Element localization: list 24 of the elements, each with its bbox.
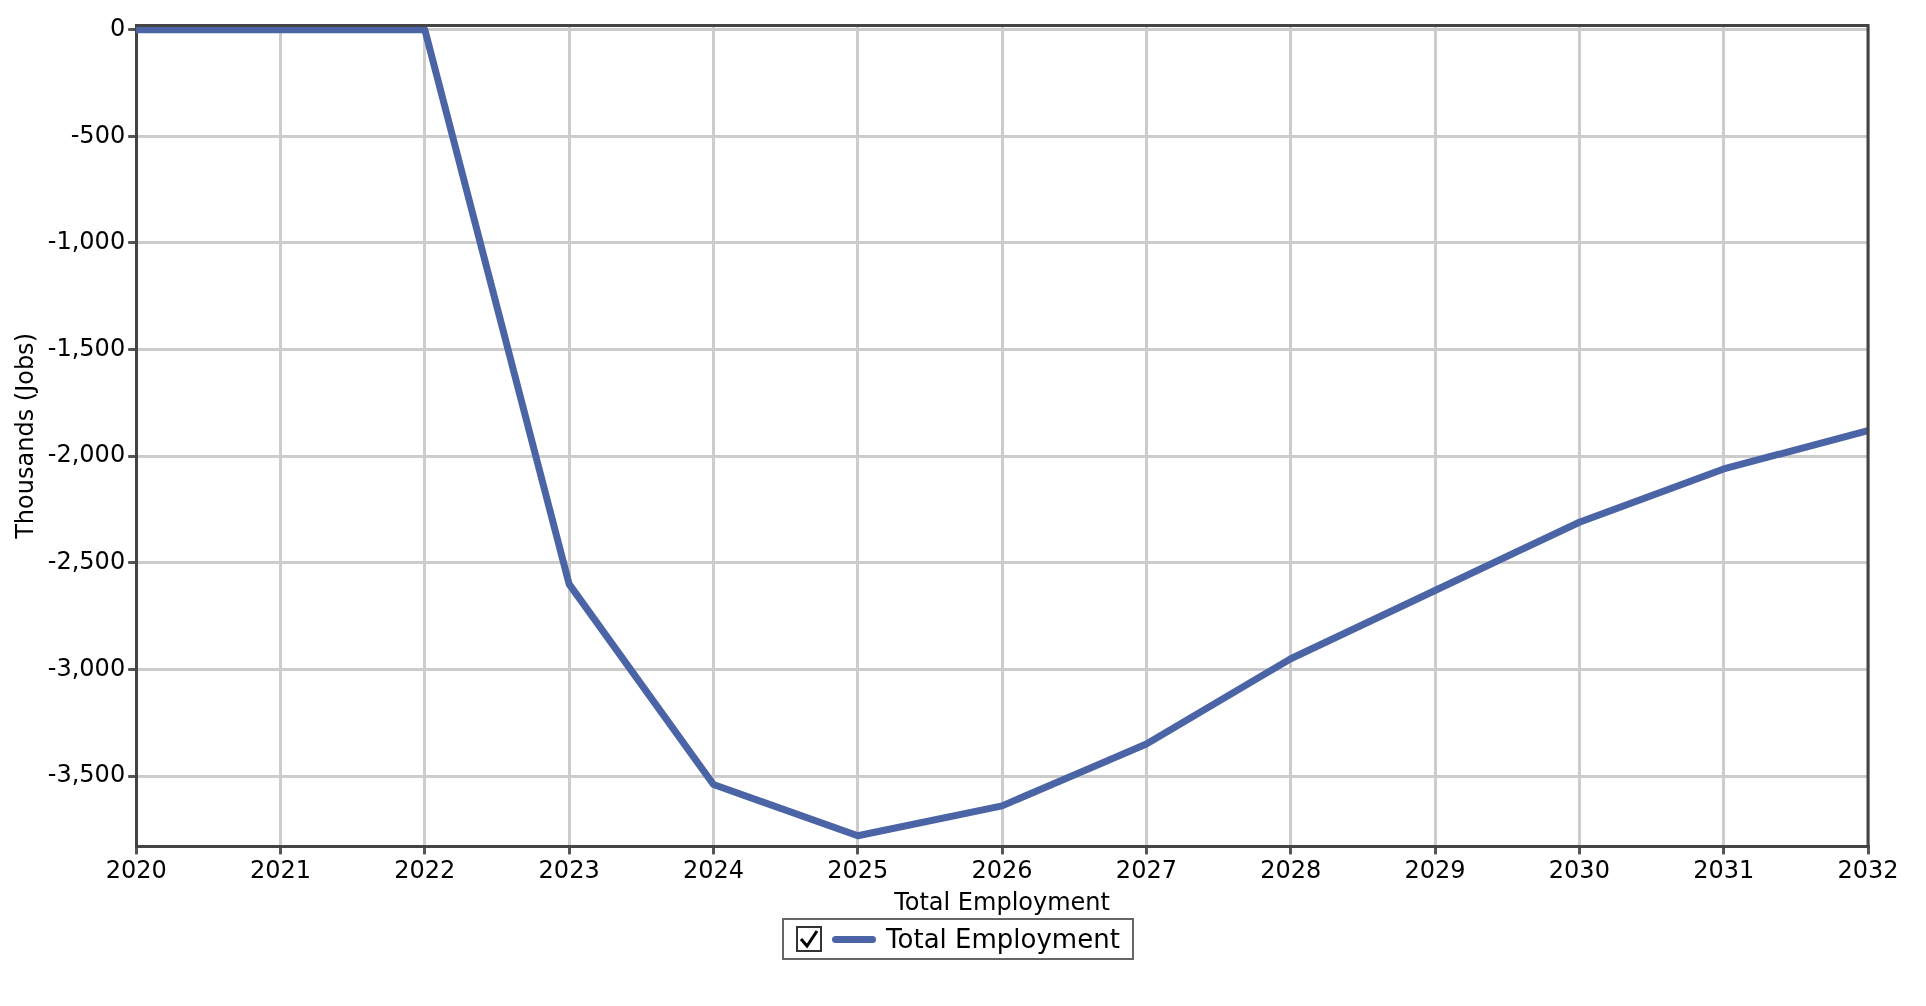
x-tick-label: 2023	[538, 856, 600, 885]
y-axis-title: Thousands (Jobs)	[10, 333, 39, 540]
x-tick-label: 2028	[1260, 856, 1322, 885]
y-tick-label: -1,500	[47, 333, 126, 362]
y-tick-label: -500	[70, 120, 126, 149]
y-tick-label: -3,000	[47, 653, 126, 682]
x-tick-label: 2020	[105, 856, 167, 885]
y-tick-label: -2,500	[47, 547, 126, 576]
x-tick-label: 2031	[1693, 856, 1755, 885]
x-tick-label: 2025	[827, 856, 889, 885]
legend-label: Total Employment	[886, 924, 1120, 954]
y-tick-label: -2,000	[47, 440, 126, 469]
y-tick-label: -1,000	[47, 227, 126, 256]
x-tick-label: 2029	[1404, 856, 1466, 885]
y-tick-label: -3,500	[47, 760, 126, 789]
x-tick-label: 2026	[971, 856, 1033, 885]
x-axis-title: Total Employment	[893, 887, 1110, 916]
x-tick-label: 2021	[249, 856, 312, 885]
x-tick-label: 2022	[394, 856, 456, 885]
x-tick-label: 2032	[1837, 856, 1899, 885]
x-tick-label: 2024	[682, 856, 744, 885]
x-tick-label: 2030	[1548, 856, 1610, 885]
y-tick-label: 0	[109, 13, 126, 42]
x-tick-label: 2027	[1115, 856, 1177, 885]
